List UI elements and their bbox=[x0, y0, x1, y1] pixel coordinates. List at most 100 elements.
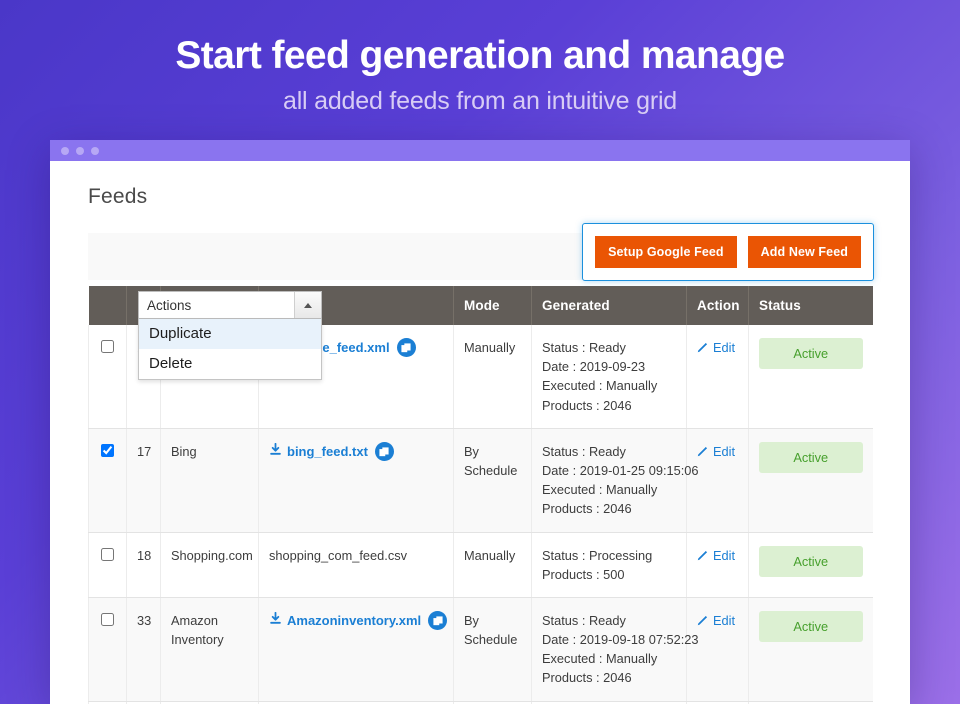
generated-line: Date : 2019-09-23 bbox=[542, 359, 646, 375]
download-icon bbox=[270, 611, 281, 624]
row-generated: Status : Not yet Generated bbox=[531, 701, 687, 704]
row-action: Edit bbox=[686, 701, 749, 704]
edit-link[interactable]: Edit bbox=[713, 340, 736, 355]
chevron-up-icon[interactable] bbox=[294, 292, 321, 318]
actions-dropdown[interactable]: Actions Duplicate Delete bbox=[138, 291, 322, 380]
row-name: Bing bbox=[160, 428, 259, 533]
feed-file-link[interactable]: bing_feed.txt bbox=[287, 443, 368, 459]
status-badge: Active bbox=[759, 338, 863, 370]
generated-line: Executed : Manually bbox=[542, 651, 658, 667]
hero-banner: Start feed generation and manage all add… bbox=[0, 0, 960, 116]
add-new-feed-button[interactable]: Add New Feed bbox=[747, 236, 861, 268]
row-status: Active bbox=[748, 597, 873, 702]
generated-line: Date : 2019-09-18 07:52:23 bbox=[542, 632, 699, 648]
page-content: Feeds Setup Google Feed Add New Feed Act… bbox=[50, 161, 910, 704]
generated-line: Status : Ready bbox=[542, 340, 626, 355]
table-row: 34Amazon PriceAmazonPrice.xmlManuallySta… bbox=[88, 701, 873, 704]
row-mode: Manually bbox=[453, 325, 532, 429]
feed-actions-panel: Setup Google Feed Add New Feed bbox=[582, 223, 874, 281]
generated-line: Status : Ready bbox=[542, 443, 626, 459]
row-mode: Manually bbox=[453, 532, 532, 598]
th-action: Action bbox=[686, 286, 749, 325]
edit-link[interactable]: Edit bbox=[713, 547, 736, 563]
hero-title: Start feed generation and manage bbox=[175, 34, 785, 77]
generated-line: Products : 500 bbox=[542, 566, 625, 582]
duplicate-feed-button[interactable] bbox=[396, 338, 416, 358]
window-maximize-icon[interactable] bbox=[91, 146, 99, 155]
row-checkbox[interactable] bbox=[101, 612, 114, 626]
row-action: Edit bbox=[686, 325, 749, 429]
edit-link[interactable]: Edit bbox=[713, 443, 736, 459]
window-close-icon[interactable] bbox=[61, 146, 69, 155]
download-icon[interactable] bbox=[269, 442, 282, 461]
row-status: Active bbox=[748, 325, 873, 429]
row-id: 33 bbox=[126, 597, 161, 702]
row-action: Edit bbox=[686, 428, 749, 533]
th-mode: Mode bbox=[453, 286, 532, 325]
row-status: Active bbox=[748, 428, 873, 533]
generated-line: Products : 2046 bbox=[542, 670, 632, 686]
status-badge: Active bbox=[759, 545, 863, 577]
actions-option-delete[interactable]: Delete bbox=[149, 355, 193, 372]
duplicate-feed-button[interactable] bbox=[374, 442, 394, 461]
generated-line: Products : 2046 bbox=[542, 397, 632, 413]
feed-file-name: shopping_com_feed.csv bbox=[269, 547, 408, 563]
row-action: Edit bbox=[686, 532, 749, 598]
row-generated: Status : Ready Date : 2019-09-23 Executed … bbox=[531, 325, 687, 429]
status-badge: Active bbox=[759, 610, 863, 643]
pencil-icon bbox=[697, 446, 708, 457]
download-icon[interactable] bbox=[269, 611, 282, 630]
duplicate-feed-button[interactable] bbox=[428, 611, 448, 631]
row-mode: By Schedule bbox=[453, 428, 532, 533]
th-status: Status bbox=[748, 286, 873, 325]
row-checkbox[interactable] bbox=[101, 340, 114, 353]
status-badge: Active bbox=[759, 441, 863, 473]
row-checkbox[interactable] bbox=[101, 547, 114, 561]
page-title: Feeds bbox=[88, 185, 148, 208]
row-select-cell[interactable] bbox=[88, 597, 127, 702]
row-mode: Manually bbox=[453, 701, 532, 704]
pencil-icon bbox=[697, 615, 708, 626]
row-name: Amazon Price bbox=[160, 701, 259, 704]
row-name: Amazon Inventory bbox=[160, 597, 259, 702]
row-action: Edit bbox=[686, 597, 749, 702]
row-checkbox[interactable] bbox=[101, 443, 114, 457]
actions-option-duplicate[interactable]: Duplicate bbox=[139, 319, 321, 349]
row-select-cell[interactable] bbox=[88, 325, 127, 429]
row-id: 17 bbox=[126, 428, 161, 533]
row-select-cell[interactable] bbox=[88, 532, 127, 598]
duplicate-icon bbox=[379, 446, 389, 456]
table-row: 18 Shopping.com shopping_com_feed.csv Manua… bbox=[88, 532, 873, 598]
table-row: 17 Bing bing_feed.txt By Schedule Status : R… bbox=[88, 428, 873, 533]
generated-line: Date : 2019-01-25 09:15:06 bbox=[542, 462, 699, 478]
edit-link[interactable]: Edit bbox=[713, 612, 736, 628]
row-file: AmazonPrice.xml bbox=[258, 701, 454, 704]
th-generated: Generated bbox=[531, 286, 687, 325]
row-generated: Status : Processing Products : 500 bbox=[531, 532, 687, 598]
generated-line: Executed : Manually bbox=[542, 378, 658, 394]
setup-google-feed-button[interactable]: Setup Google Feed bbox=[595, 236, 737, 268]
row-file: Amazoninventory.xml bbox=[258, 597, 454, 702]
generated-line: Status : Processing bbox=[542, 547, 653, 563]
row-id: 34 bbox=[126, 701, 161, 704]
generated-line: Executed : Manually bbox=[542, 482, 658, 498]
duplicate-icon bbox=[433, 616, 443, 625]
row-file: bing_feed.txt bbox=[258, 428, 454, 533]
download-icon bbox=[270, 442, 281, 455]
row-select-cell[interactable] bbox=[88, 701, 127, 704]
row-generated: Status : Ready Date : 2019-01-25 09:15:06… bbox=[531, 428, 699, 533]
pencil-icon bbox=[697, 343, 708, 353]
hero-subtitle: all added feeds from an intuitive grid bbox=[282, 86, 678, 115]
actions-select-value: Actions bbox=[147, 297, 192, 313]
actions-select-box[interactable]: Actions bbox=[138, 291, 322, 319]
row-select-cell[interactable] bbox=[88, 428, 127, 533]
row-status: Active bbox=[748, 532, 873, 598]
row-status: Active bbox=[748, 701, 873, 704]
th-select bbox=[88, 286, 127, 325]
window-minimize-icon[interactable] bbox=[76, 146, 84, 155]
row-name: Shopping.com bbox=[160, 532, 259, 598]
row-mode: By Schedule bbox=[453, 597, 532, 702]
window-titlebar bbox=[50, 140, 910, 161]
feed-file-link[interactable]: Amazoninventory.xml bbox=[287, 612, 422, 628]
